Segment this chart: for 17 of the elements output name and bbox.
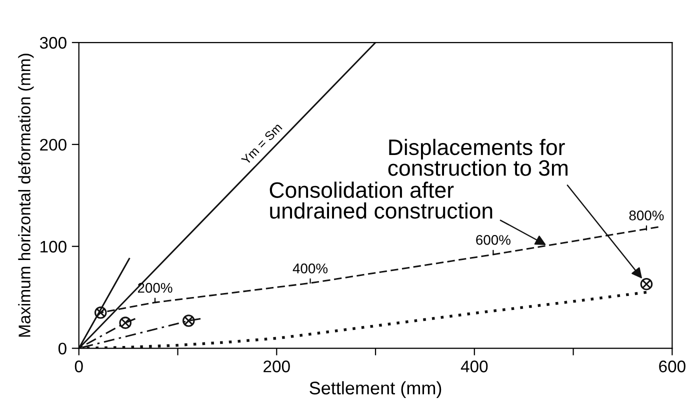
x-tick-label: 400	[460, 360, 488, 372]
annotation: Ym = Sm	[240, 122, 282, 166]
annotation: 400%	[292, 264, 328, 274]
y-tick-label: 0	[58, 342, 66, 355]
y-axis-title: Maximum horizontal deformation (mm)	[18, 54, 34, 337]
annotation: 800%	[629, 210, 664, 220]
x-tick-label: 0	[74, 360, 83, 372]
annotation: Displacements for construction to 3m	[388, 138, 568, 176]
annotation: 200%	[138, 282, 172, 293]
annotation: Consolidation after undrained construction	[270, 182, 492, 219]
y-tick-label: 100	[40, 240, 66, 253]
y-tick-label: 200	[40, 138, 66, 151]
annotation: 600%	[476, 235, 510, 245]
x-axis-title: Settlement (mm)	[310, 381, 442, 398]
x-tick-label: 600	[659, 360, 686, 372]
x-tick-label: 200	[264, 360, 290, 372]
y-tick-label: 300	[40, 36, 66, 49]
